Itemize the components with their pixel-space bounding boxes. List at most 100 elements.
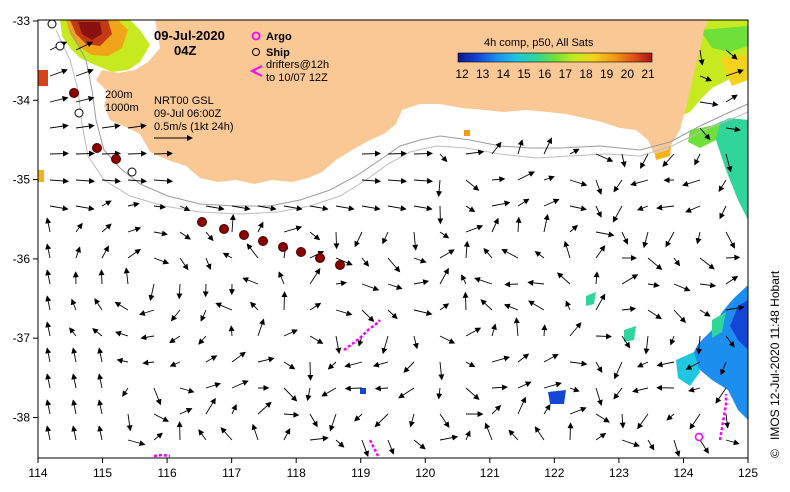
- drifter-legend-icon: [249, 65, 263, 77]
- current-vector: [335, 439, 345, 448]
- current-vector: [613, 179, 623, 193]
- colorbar-tick-label: 20: [621, 67, 635, 81]
- current-vector: [474, 277, 493, 285]
- current-vector: [593, 271, 600, 285]
- current-vector: [632, 387, 649, 394]
- current-vector: [699, 127, 711, 141]
- current-vector: [205, 397, 216, 415]
- current-vector: [49, 150, 69, 157]
- current-vector: [361, 439, 369, 458]
- ship-station-marker: [258, 236, 268, 246]
- current-vector: [361, 177, 381, 184]
- current-vector: [49, 95, 69, 103]
- current-vector: [278, 271, 285, 285]
- current-vector: [527, 279, 545, 286]
- current-vector: [725, 254, 741, 261]
- current-vector: [595, 153, 614, 162]
- current-vector: [251, 423, 259, 441]
- current-vector: [205, 231, 214, 242]
- current-vector: [114, 301, 129, 311]
- colorbar-tick-label: 13: [476, 67, 490, 81]
- current-vector: [45, 243, 52, 259]
- ship-station-marker: [111, 154, 121, 164]
- current-vector: [387, 257, 401, 273]
- current-vector: [636, 361, 649, 368]
- x-tick-label: 114: [28, 466, 47, 480]
- current-vector: [699, 439, 709, 454]
- current-vector: [387, 205, 407, 212]
- current-vector: [228, 325, 235, 337]
- current-vector: [630, 179, 649, 187]
- current-vector: [116, 357, 129, 364]
- current-vector: [242, 277, 259, 285]
- current-vector: [69, 327, 77, 337]
- current-vector: [153, 177, 173, 184]
- argo-float: [694, 432, 704, 442]
- current-vector: [257, 221, 264, 233]
- current-vector: [501, 249, 519, 259]
- current-vector: [413, 257, 427, 264]
- current-vector: [439, 303, 450, 311]
- current-vector: [321, 387, 337, 397]
- current-vector: [361, 257, 370, 267]
- drifters-legend-range: to 10/07 12Z: [266, 72, 328, 84]
- current-vector: [75, 177, 95, 184]
- current-vector: [725, 439, 740, 446]
- ship-station-marker: [296, 247, 306, 257]
- current-vector: [595, 413, 610, 423]
- current-vector: [637, 413, 649, 430]
- current-vector: [541, 324, 548, 337]
- current-vector: [179, 408, 193, 415]
- current-vector: [462, 291, 469, 311]
- y-tick-label: -36: [13, 252, 31, 266]
- current-vector: [662, 153, 675, 167]
- current-vector: [140, 334, 155, 341]
- colorbar-tick-label: 18: [579, 67, 593, 81]
- current-vector: [49, 205, 69, 212]
- drifters-legend-label: drifters@12h: [266, 59, 329, 71]
- current-vector: [725, 94, 738, 103]
- current-vector: [699, 257, 715, 270]
- current-vector: [682, 179, 701, 187]
- x-tick-label: 120: [415, 466, 435, 480]
- current-vector: [720, 361, 727, 376]
- current-vector: [666, 413, 675, 421]
- current-vector: [439, 267, 449, 285]
- current-vector: [613, 361, 623, 380]
- current-vector: [725, 275, 739, 285]
- current-vector: [694, 153, 701, 166]
- current-vector: [198, 429, 207, 441]
- current-vector: [569, 360, 588, 367]
- current-vector: [715, 387, 727, 404]
- current-vector: [595, 432, 607, 441]
- current-vector: [246, 243, 259, 259]
- current-vector: [569, 148, 580, 155]
- current-vector: [335, 335, 342, 354]
- current-vector: [699, 282, 717, 289]
- current-vector: [465, 224, 484, 233]
- current-vector: [491, 200, 511, 207]
- current-vector: [75, 123, 95, 130]
- y-axis: -33 -34 -35 -36 -37 -38: [13, 14, 38, 425]
- current-vector: [465, 179, 480, 191]
- current-vector: [231, 351, 246, 363]
- current-vector: [283, 329, 298, 337]
- current-vector: [49, 68, 68, 77]
- current-vector: [569, 322, 582, 337]
- current-vector: [215, 302, 233, 311]
- current-vector: [257, 205, 277, 212]
- current-vector: [534, 426, 545, 441]
- current-vector: [101, 123, 121, 130]
- current-vector: [283, 205, 303, 212]
- current-vector: [354, 413, 363, 422]
- current-vector: [413, 279, 430, 286]
- current-vector: [563, 240, 571, 259]
- current-vector: [696, 335, 702, 355]
- sst-patch-west-edge-2: [38, 170, 44, 182]
- current-vector: [335, 257, 353, 266]
- plot-frame: [37, 19, 749, 459]
- current-vector: [484, 422, 493, 441]
- current-vector: [122, 387, 129, 397]
- argo-track-4: [153, 453, 171, 458]
- current-vector: [387, 177, 407, 184]
